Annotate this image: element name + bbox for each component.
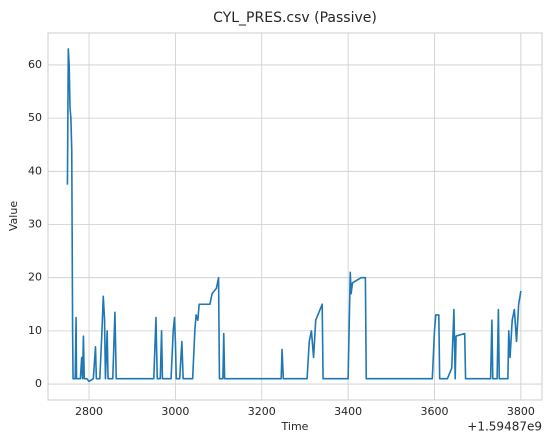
x-tick-label: 3800 <box>507 405 535 418</box>
y-tick-label: 40 <box>28 164 42 177</box>
x-tick-label: 3200 <box>248 405 276 418</box>
chart-title: CYL_PRES.csv (Passive) <box>213 10 377 26</box>
x-tick-label: 3000 <box>161 405 189 418</box>
y-tick-label: 20 <box>28 271 42 284</box>
y-tick-label: 10 <box>28 324 42 337</box>
y-tick-label: 0 <box>35 377 42 390</box>
plot-frame <box>47 32 543 401</box>
x-axis-label: Time <box>281 420 309 433</box>
x-tick-label: 3600 <box>420 405 448 418</box>
data-line <box>66 48 522 383</box>
y-tick-label: 50 <box>28 111 42 124</box>
x-offset-label: +1.59487e9 <box>467 420 542 434</box>
x-tick-label: 2800 <box>75 405 103 418</box>
x-tick-label: 3400 <box>334 405 362 418</box>
y-axis-label: Value <box>7 201 20 231</box>
y-tick-label: 60 <box>28 58 42 71</box>
y-tick-label: 30 <box>28 217 42 230</box>
